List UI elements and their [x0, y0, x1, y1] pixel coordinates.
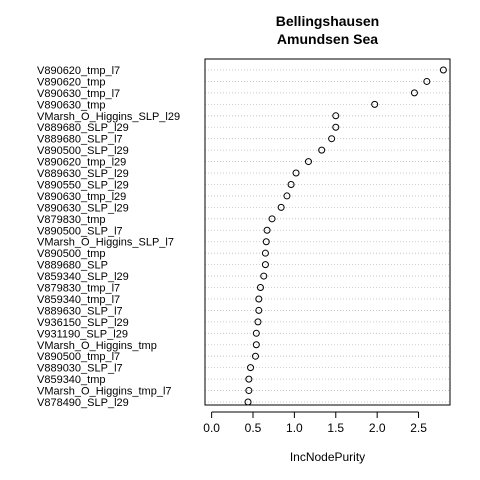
x-tick-label: 0.0 [203, 421, 220, 435]
y-tick-label: V890620_tmp_l7 [37, 65, 120, 77]
y-tick-label: V890630_SLP_l29 [37, 202, 129, 214]
y-tick-label: V890630_tmp_l7 [37, 88, 120, 100]
data-point [245, 375, 253, 383]
y-tick-label: V889630_SLP_l7 [37, 305, 123, 317]
y-tick-label: V931190_SLP_l29 [37, 328, 128, 340]
x-tick-label: 1.0 [286, 421, 303, 435]
y-tick-label: V936150_SLP_l29 [37, 317, 129, 329]
y-tick-label: VMarsh_O_Higgins_SLP_l7 [37, 237, 174, 249]
x-axis-label: IncNodePurity [289, 450, 366, 464]
data-point [318, 146, 326, 154]
y-tick-label: V890500_SLP_l29 [37, 145, 129, 157]
y-tick-label: V859340_tmp [37, 374, 106, 386]
data-point [277, 203, 285, 211]
data-point [410, 89, 418, 97]
x-tick-label: 1.5 [327, 421, 344, 435]
data-point [371, 100, 379, 108]
y-tick-label: VMarsh_O_Higgins_SLP_l29 [37, 111, 180, 123]
y-tick-label: V879830_tmp [37, 214, 106, 226]
plot-frame [204, 58, 451, 406]
data-point [252, 329, 260, 337]
data-point [255, 306, 263, 314]
x-tick-label: 2.5 [410, 421, 427, 435]
data-point [304, 158, 312, 166]
data-point [292, 169, 300, 177]
data-point [268, 215, 276, 223]
y-tick-label: V889680_SLP_l29 [37, 122, 129, 134]
data-point [260, 272, 268, 280]
data-point [328, 135, 336, 143]
data-point [287, 180, 295, 188]
y-tick-label: V890630_tmp [37, 99, 106, 111]
y-tick-label: V889030_SLP_l7 [37, 363, 123, 375]
y-tick-label: V889680_SLP_l7 [37, 134, 123, 146]
data-point [283, 192, 291, 200]
data-point [251, 352, 259, 360]
data-point [332, 123, 340, 131]
y-tick-label: V890620_tmp_l29 [37, 157, 126, 169]
data-point [252, 341, 260, 349]
y-tick-label: V889630_SLP_l29 [37, 168, 129, 180]
data-point [255, 295, 263, 303]
data-point [439, 66, 447, 74]
y-tick-label: V890500_SLP_l7 [37, 225, 123, 237]
y-tick-label: V890500_tmp [37, 248, 106, 260]
y-tick-label: V878490_SLP_l29 [37, 397, 129, 409]
data-point [261, 261, 269, 269]
data-point [254, 318, 262, 326]
data-point [247, 364, 255, 372]
data-point [256, 284, 264, 292]
y-tick-label: VMarsh_O_Higgins_tmp [37, 340, 157, 352]
data-point [245, 387, 253, 395]
x-tick-label: 2.0 [369, 421, 386, 435]
data-point [244, 398, 252, 406]
y-tick-label: V859340_tmp_l7 [37, 294, 120, 306]
y-tick-label: VMarsh_O_Higgins_tmp_l7 [37, 386, 172, 398]
y-tick-label: V879830_tmp_l7 [37, 283, 120, 295]
data-point [332, 112, 340, 120]
y-tick-label: V889680_SLP [37, 260, 108, 272]
y-tick-label: V859340_SLP_l29 [37, 271, 129, 283]
data-point [423, 77, 431, 85]
y-tick-label: V890620_tmp [37, 76, 106, 88]
y-tick-label: V890500_tmp_l7 [37, 351, 120, 363]
data-point [262, 238, 270, 246]
data-point [261, 249, 269, 257]
y-tick-label: V890550_SLP_l29 [37, 179, 129, 191]
data-point [263, 226, 271, 234]
chart-title-line2: Amundsen Sea [276, 31, 379, 47]
x-tick-label: 0.5 [245, 421, 262, 435]
y-tick-label: V890630_tmp_l29 [37, 191, 126, 203]
chart-title-line1: Bellingshausen [275, 13, 380, 29]
